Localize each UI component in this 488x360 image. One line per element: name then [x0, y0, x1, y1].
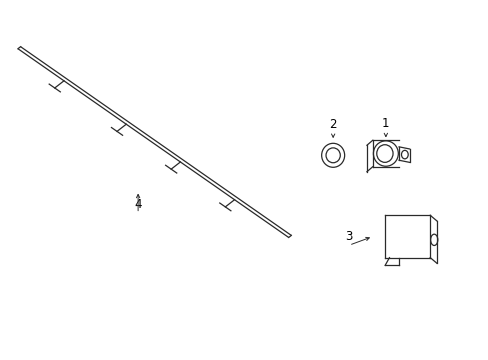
Text: 4: 4: [134, 198, 142, 211]
Text: 1: 1: [381, 117, 389, 130]
Text: 2: 2: [329, 118, 336, 131]
Text: 3: 3: [345, 230, 352, 243]
